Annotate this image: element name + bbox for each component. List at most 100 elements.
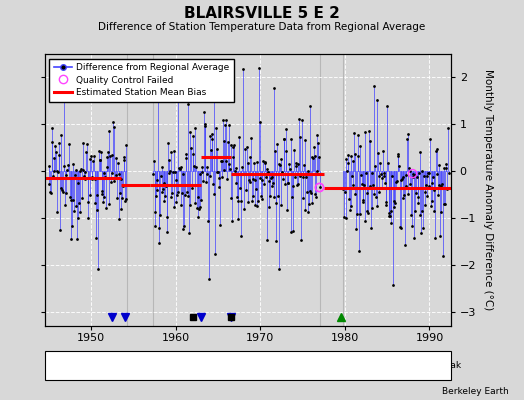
Point — [354, 132, 363, 139]
Point — [429, 174, 437, 180]
Point — [410, 172, 419, 178]
Point — [241, 171, 249, 178]
Point — [386, 213, 394, 219]
Point — [393, 178, 401, 184]
Point — [408, 170, 417, 177]
Point — [430, 186, 439, 193]
Point — [224, 138, 232, 145]
Point — [226, 142, 235, 148]
Point — [258, 177, 267, 184]
Point — [308, 200, 316, 207]
Point — [196, 171, 204, 177]
Point — [265, 204, 274, 210]
Point — [279, 136, 288, 142]
Point — [348, 173, 356, 179]
Point — [343, 168, 351, 174]
Point — [220, 167, 228, 173]
Point — [363, 189, 371, 196]
Point — [175, 164, 183, 171]
Point — [433, 171, 441, 177]
Point — [253, 158, 261, 165]
Point — [340, 214, 348, 220]
Point — [244, 159, 253, 166]
Point — [69, 161, 78, 167]
Point — [104, 128, 113, 134]
Point — [269, 180, 277, 186]
Point — [381, 180, 389, 186]
Point — [296, 173, 304, 180]
Point — [184, 101, 192, 107]
Point — [438, 181, 446, 188]
Point — [202, 179, 210, 186]
Point — [267, 183, 276, 190]
Point — [403, 136, 411, 143]
Point — [240, 206, 248, 212]
Point — [275, 266, 283, 272]
Point — [101, 174, 110, 180]
Point — [425, 182, 434, 189]
Point — [279, 176, 287, 183]
Point — [170, 148, 179, 154]
Point — [121, 197, 129, 204]
Point — [361, 128, 369, 135]
Point — [243, 144, 251, 150]
Point — [209, 180, 217, 187]
Point — [263, 166, 271, 173]
Point — [277, 156, 286, 162]
Point — [310, 153, 319, 160]
Point — [171, 199, 180, 205]
Point — [238, 170, 247, 177]
Point — [305, 103, 314, 109]
Point — [428, 198, 436, 204]
Point — [285, 160, 293, 167]
Point — [364, 210, 373, 216]
Point — [211, 251, 220, 257]
Point — [176, 166, 184, 172]
Point — [111, 174, 119, 181]
Point — [238, 164, 246, 171]
Point — [289, 228, 298, 234]
Point — [109, 119, 117, 126]
Point — [442, 160, 450, 167]
Point — [247, 134, 255, 141]
Point — [345, 196, 353, 202]
Point — [157, 173, 165, 179]
Point — [117, 206, 126, 212]
Point — [71, 172, 79, 178]
Point — [379, 148, 387, 154]
Point — [351, 151, 359, 157]
Point — [162, 214, 171, 220]
Point — [222, 158, 230, 164]
Point — [417, 230, 425, 236]
Point — [182, 151, 190, 157]
Point — [373, 97, 381, 103]
Point — [248, 175, 257, 182]
Point — [245, 176, 253, 183]
Point — [150, 222, 159, 229]
Point — [422, 182, 430, 188]
Point — [114, 160, 122, 166]
Point — [253, 203, 261, 209]
Point — [368, 170, 377, 176]
Point — [193, 204, 201, 211]
Point — [264, 168, 272, 175]
Point — [223, 176, 231, 182]
Point — [57, 185, 65, 191]
Point — [81, 169, 89, 175]
Point — [400, 192, 408, 198]
Point — [70, 208, 79, 214]
Point — [221, 122, 229, 128]
Point — [421, 202, 430, 208]
Point — [357, 172, 365, 179]
Point — [268, 173, 277, 180]
Point — [188, 185, 196, 191]
Point — [173, 189, 182, 196]
Point — [57, 132, 66, 138]
Point — [191, 125, 199, 131]
Point — [280, 136, 288, 142]
Point — [91, 200, 99, 206]
Point — [410, 235, 418, 241]
Point — [206, 132, 214, 139]
Point — [252, 185, 260, 192]
Point — [106, 178, 115, 185]
